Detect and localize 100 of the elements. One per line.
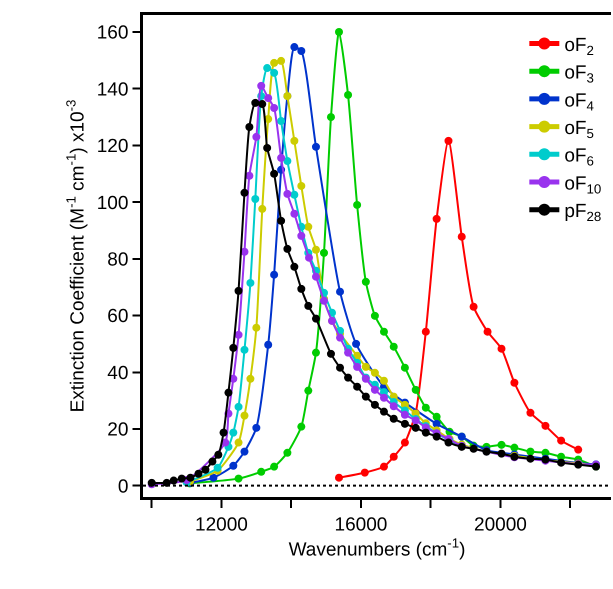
point: [526, 448, 534, 456]
point: [353, 200, 362, 209]
point: [277, 154, 286, 162]
point: [297, 422, 306, 431]
point: [557, 458, 566, 467]
point: [370, 312, 379, 320]
point: [336, 334, 344, 342]
point: [470, 444, 478, 453]
point: [234, 330, 243, 339]
point: [240, 188, 248, 197]
point: [208, 458, 216, 466]
point: [186, 474, 194, 482]
point: [290, 262, 298, 271]
point: [362, 392, 370, 401]
point: [360, 468, 369, 477]
x-tick-label: 12000: [195, 514, 248, 536]
point: [498, 450, 506, 458]
y-tick-label: 120: [96, 136, 128, 158]
y-tick-label: 60: [107, 306, 128, 328]
point: [400, 420, 409, 428]
point: [258, 204, 266, 213]
point: [380, 462, 388, 471]
point: [277, 117, 286, 126]
point: [229, 428, 238, 437]
point: [320, 248, 328, 257]
point: [229, 462, 238, 470]
point: [246, 278, 254, 287]
point: [214, 464, 222, 472]
point: [246, 374, 254, 383]
point: [334, 28, 343, 36]
point: [344, 374, 352, 382]
point: [277, 56, 286, 65]
point: [305, 254, 313, 262]
x-tick-label: 20000: [474, 514, 527, 536]
point: [229, 344, 238, 352]
point: [541, 422, 550, 430]
point: [270, 58, 278, 67]
point: [400, 410, 409, 419]
legend-label: oF$_{3}$: [564, 62, 594, 86]
point: [334, 474, 343, 482]
y-tick-label: 100: [96, 192, 128, 214]
point: [390, 452, 398, 461]
point: [240, 346, 248, 354]
point: [263, 64, 272, 72]
point: [283, 190, 292, 198]
point: [380, 394, 388, 402]
point: [194, 470, 202, 478]
point: [263, 144, 272, 152]
point: [444, 136, 452, 145]
y-tick-label: 0: [118, 476, 128, 498]
point: [312, 246, 320, 254]
point: [412, 386, 420, 394]
point: [400, 364, 409, 372]
point: [252, 132, 260, 141]
point: [283, 448, 292, 457]
point: [444, 438, 452, 447]
y-tick-label: 160: [96, 22, 128, 44]
point: [257, 468, 266, 476]
y-tick-label: 40: [107, 362, 128, 384]
point: [283, 244, 292, 253]
legend-label: oF$_{4}$: [564, 90, 594, 114]
point: [252, 424, 260, 432]
point: [257, 82, 266, 90]
point: [234, 402, 243, 411]
point: [380, 376, 388, 385]
point: [432, 412, 441, 421]
point: [297, 182, 306, 190]
point: [344, 348, 352, 357]
point: [304, 222, 312, 231]
point: [470, 302, 478, 311]
point: [370, 368, 379, 377]
point: [304, 302, 312, 310]
point: [234, 286, 243, 295]
point: [484, 328, 492, 336]
point: [526, 408, 534, 417]
point: [432, 432, 441, 441]
point: [312, 348, 320, 357]
point: [251, 98, 260, 107]
point: [312, 142, 320, 151]
point: [252, 324, 260, 332]
y-tick-label: 80: [107, 249, 128, 270]
point: [412, 424, 420, 432]
point: [209, 474, 218, 482]
point: [422, 428, 430, 437]
legend-label: oF$_{6}$: [564, 146, 594, 169]
point: [312, 314, 320, 323]
point: [245, 122, 254, 131]
point: [234, 438, 243, 447]
point: [290, 190, 298, 199]
point: [370, 400, 379, 409]
point: [380, 408, 388, 416]
legend-label: pF$_{28}$: [564, 201, 602, 224]
point: [290, 136, 298, 145]
point: [214, 450, 222, 459]
point: [258, 100, 266, 108]
point: [251, 195, 260, 204]
point: [422, 328, 430, 336]
point: [498, 440, 506, 449]
point: [510, 378, 518, 387]
legend-label: oF$_{5}$: [564, 118, 594, 141]
